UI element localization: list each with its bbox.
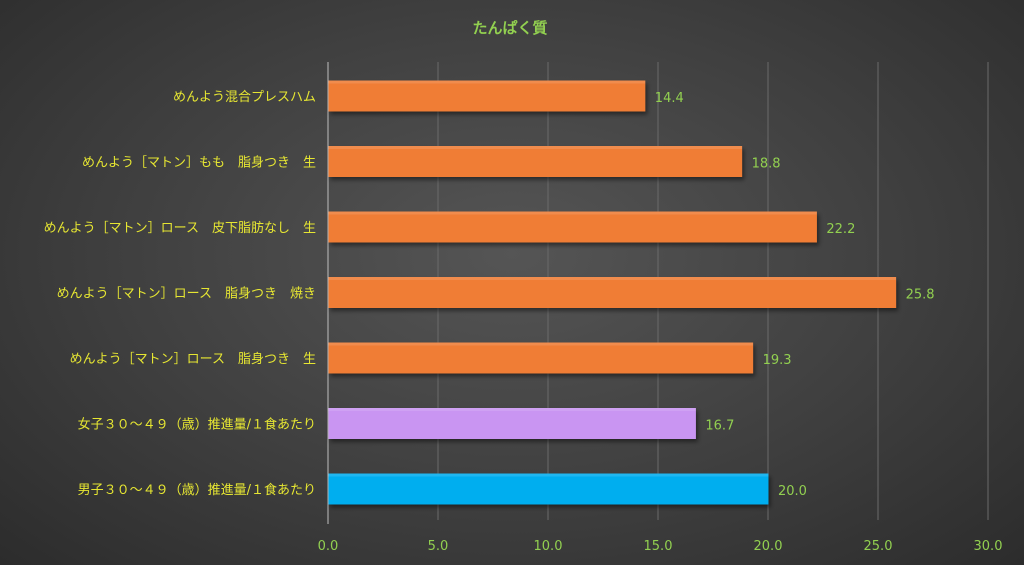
bar-highlight <box>328 408 696 411</box>
data-label: 14.4 <box>655 91 684 106</box>
bars <box>328 80 897 505</box>
bar-highlight <box>328 473 769 477</box>
x-tick-label: 10.0 <box>534 539 563 554</box>
chart-title: たんぱく質 <box>472 19 547 37</box>
x-tick-label: 5.0 <box>428 539 449 554</box>
bar <box>328 473 769 505</box>
bar <box>328 80 646 112</box>
data-label: 19.3 <box>763 353 792 368</box>
bar <box>328 146 743 177</box>
data-label: 20.0 <box>778 484 807 499</box>
bar <box>328 277 897 308</box>
category-label: めんよう［マトン］ロース 皮下脂肪なし 生 <box>44 220 316 236</box>
bar-highlight <box>328 146 743 149</box>
bar-highlight <box>328 342 754 346</box>
data-label: 18.8 <box>752 157 781 172</box>
bar-highlight <box>328 80 646 84</box>
x-tick-label: 25.0 <box>864 539 893 554</box>
x-tick-label: 30.0 <box>974 539 1003 554</box>
x-tick-label: 15.0 <box>644 539 673 554</box>
x-tick-label: 20.0 <box>754 539 783 554</box>
labels: 0.0 5.0 10.0 15.0 20.0 25.0 30.0 めんよう混合プレスハム 14.… <box>44 90 1003 554</box>
bar-highlight <box>328 211 817 215</box>
x-tick-label: 0.0 <box>318 539 339 554</box>
bar <box>328 408 696 439</box>
data-label: 16.7 <box>705 419 734 434</box>
data-label: 22.2 <box>826 222 855 237</box>
bar <box>328 342 754 374</box>
category-label: めんよう［マトン］もも 脂身つき 生 <box>82 155 316 171</box>
category-label: めんよう［マトン］ロース 脂身つき 焼き <box>57 286 316 302</box>
category-label: 女子３０～４９（歳）推進量/１食あたり <box>78 417 316 433</box>
data-label: 25.8 <box>906 288 935 303</box>
category-label: めんよう［マトン］ロース 脂身つき 生 <box>70 351 316 367</box>
category-label: 男子３０～４９（歳）推進量/１食あたり <box>78 482 316 498</box>
bar <box>328 211 817 243</box>
bar-highlight <box>328 277 897 280</box>
category-label: めんよう混合プレスハム <box>173 90 316 105</box>
